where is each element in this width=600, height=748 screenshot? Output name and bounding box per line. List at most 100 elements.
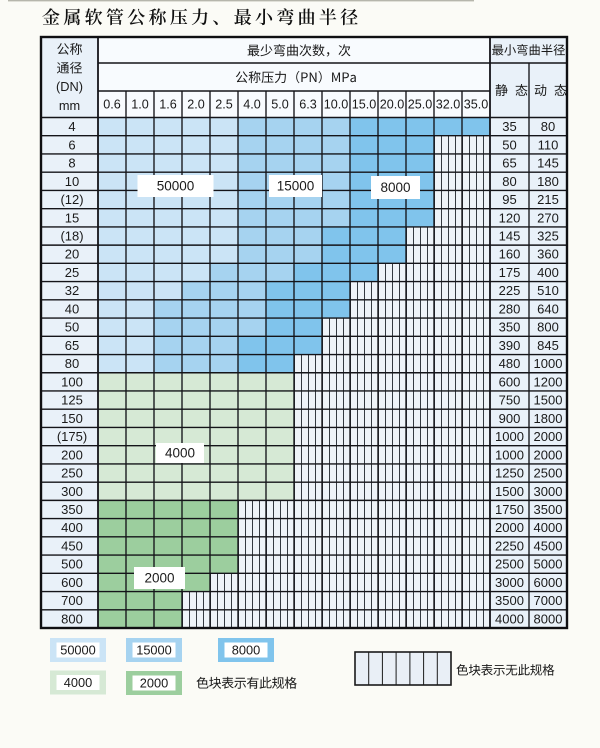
svg-text:25: 25: [65, 265, 79, 280]
svg-text:35: 35: [502, 119, 516, 134]
svg-text:80: 80: [502, 174, 516, 189]
svg-text:500: 500: [61, 557, 83, 572]
svg-text:3500: 3500: [534, 502, 563, 517]
svg-text:2000: 2000: [495, 520, 524, 535]
svg-text:4000: 4000: [495, 611, 524, 626]
svg-text:5.0: 5.0: [271, 98, 289, 112]
svg-text:350: 350: [499, 320, 521, 335]
svg-text:1200: 1200: [534, 374, 563, 389]
svg-text:350: 350: [61, 502, 83, 517]
svg-text:1800: 1800: [534, 411, 563, 426]
svg-text:50000: 50000: [60, 643, 96, 658]
svg-text:150: 150: [61, 411, 83, 426]
svg-text:25.0: 25.0: [408, 98, 433, 112]
svg-text:1750: 1750: [495, 502, 524, 517]
svg-text:(DN): (DN): [56, 79, 83, 94]
svg-text:450: 450: [61, 539, 83, 554]
svg-text:95: 95: [502, 192, 516, 207]
svg-text:40: 40: [65, 301, 79, 316]
svg-text:1500: 1500: [534, 393, 563, 408]
svg-text:10.0: 10.0: [324, 98, 349, 112]
svg-text:145: 145: [499, 229, 521, 244]
svg-text:80: 80: [541, 119, 555, 134]
svg-text:65: 65: [502, 156, 516, 171]
svg-text:200: 200: [61, 447, 83, 462]
svg-text:900: 900: [499, 411, 521, 426]
svg-text:1500: 1500: [495, 484, 524, 499]
svg-text:4000: 4000: [534, 520, 563, 535]
svg-text:8000: 8000: [380, 180, 410, 195]
svg-text:6: 6: [68, 137, 75, 152]
svg-text:120: 120: [499, 210, 521, 225]
svg-text:250: 250: [61, 466, 83, 481]
svg-text:600: 600: [499, 374, 521, 389]
svg-text:5000: 5000: [534, 557, 563, 572]
svg-text:8000: 8000: [232, 643, 260, 658]
svg-text:700: 700: [61, 593, 83, 608]
svg-text:480: 480: [499, 356, 521, 371]
svg-text:110: 110: [538, 137, 559, 152]
svg-text:4: 4: [68, 119, 75, 134]
svg-text:10: 10: [65, 174, 79, 189]
svg-text:360: 360: [537, 247, 559, 262]
svg-text:(175): (175): [57, 429, 87, 444]
svg-text:215: 215: [537, 192, 559, 207]
svg-text:800: 800: [61, 611, 83, 626]
svg-text:1.6: 1.6: [159, 98, 177, 112]
svg-text:640: 640: [537, 301, 559, 316]
svg-text:2250: 2250: [495, 539, 524, 554]
svg-text:1.0: 1.0: [131, 98, 149, 112]
svg-text:80: 80: [65, 356, 79, 371]
svg-text:400: 400: [61, 520, 83, 535]
svg-text:180: 180: [537, 174, 559, 189]
svg-text:510: 510: [537, 283, 559, 298]
svg-text:7000: 7000: [534, 593, 563, 608]
svg-text:2.0: 2.0: [187, 98, 205, 112]
svg-text:845: 845: [537, 338, 559, 353]
svg-text:390: 390: [499, 338, 521, 353]
svg-text:2500: 2500: [495, 557, 524, 572]
svg-text:65: 65: [65, 338, 79, 353]
svg-text:280: 280: [499, 301, 521, 316]
svg-text:4000: 4000: [165, 446, 195, 461]
svg-text:2000: 2000: [140, 676, 168, 691]
svg-text:32.0: 32.0: [436, 98, 461, 112]
svg-text:750: 750: [499, 393, 521, 408]
svg-text:0.6: 0.6: [103, 98, 121, 112]
svg-text:1000: 1000: [495, 447, 524, 462]
svg-text:4000: 4000: [64, 675, 92, 690]
svg-text:2.5: 2.5: [215, 98, 233, 112]
svg-text:2000: 2000: [534, 447, 563, 462]
svg-text:225: 225: [499, 283, 521, 298]
svg-text:4.0: 4.0: [243, 98, 261, 112]
svg-text:3500: 3500: [495, 593, 524, 608]
svg-text:50: 50: [65, 320, 79, 335]
svg-text:325: 325: [537, 229, 559, 244]
svg-text:15000: 15000: [136, 643, 172, 658]
svg-text:20: 20: [65, 247, 79, 262]
svg-text:175: 175: [499, 265, 521, 280]
svg-text:15000: 15000: [277, 179, 315, 194]
svg-text:300: 300: [61, 484, 83, 499]
svg-text:2500: 2500: [534, 466, 563, 481]
svg-text:3000: 3000: [534, 484, 563, 499]
svg-text:8: 8: [68, 156, 75, 171]
svg-text:145: 145: [537, 156, 559, 171]
svg-text:800: 800: [537, 320, 559, 335]
svg-text:15: 15: [65, 210, 79, 225]
svg-text:270: 270: [537, 210, 559, 225]
svg-text:600: 600: [61, 575, 83, 590]
svg-text:(12): (12): [60, 192, 83, 207]
svg-text:35.0: 35.0: [464, 98, 489, 112]
svg-text:mm: mm: [59, 98, 80, 113]
svg-text:1000: 1000: [495, 429, 524, 444]
svg-text:32: 32: [65, 283, 79, 298]
svg-text:20.0: 20.0: [380, 98, 405, 112]
svg-text:1250: 1250: [495, 466, 524, 481]
svg-text:15.0: 15.0: [352, 98, 377, 112]
svg-text:100: 100: [61, 374, 83, 389]
svg-text:2000: 2000: [144, 571, 174, 586]
svg-text:50000: 50000: [157, 179, 195, 194]
svg-text:6000: 6000: [534, 575, 563, 590]
svg-text:400: 400: [537, 265, 559, 280]
